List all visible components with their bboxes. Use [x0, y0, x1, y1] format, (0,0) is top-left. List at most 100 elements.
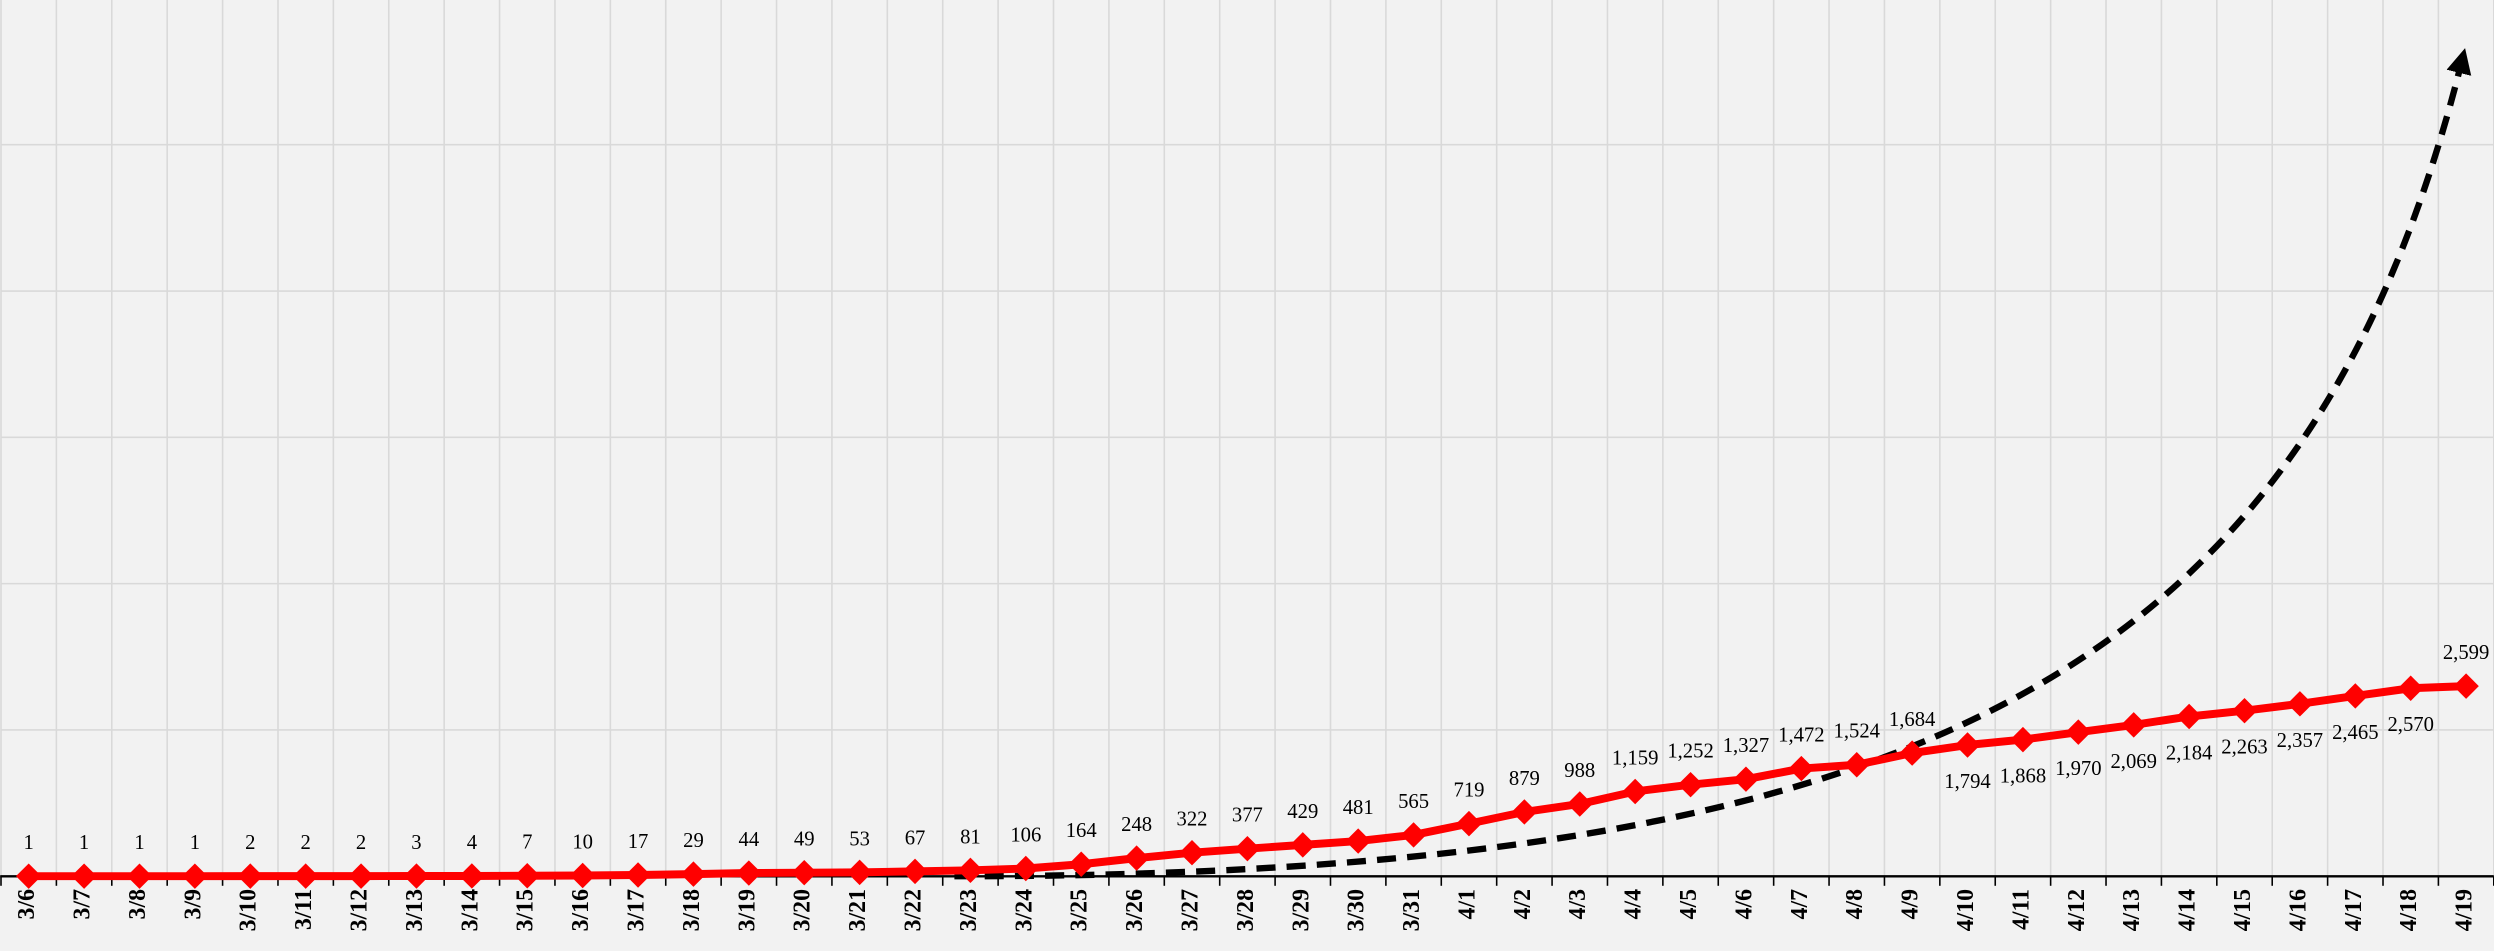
data-point	[1234, 835, 1261, 862]
data-point	[15, 863, 42, 889]
data-point	[1733, 766, 1759, 792]
data-point	[2453, 673, 2479, 699]
data-point	[1179, 839, 1205, 866]
x-tick-label: 3/22	[900, 889, 926, 931]
marks: 1 1 1 1 2 2 2 3 4 7 10 17 29 44 49 53 67 81 106 164 248 322 37…	[14, 642, 2489, 931]
x-tick-label: 4/14	[2175, 889, 2201, 931]
data-label: 719	[1453, 780, 1484, 802]
data-point	[2287, 691, 2313, 717]
data-label: 1	[24, 832, 34, 854]
x-tick-label: 3/17	[624, 889, 650, 931]
data-point	[2397, 675, 2424, 701]
data-point	[625, 862, 651, 888]
x-tick-label: 3/11	[291, 889, 317, 930]
data-label: 565	[1398, 791, 1429, 813]
data-point	[1622, 778, 1648, 805]
data-point	[1677, 771, 1704, 798]
data-label: 1,970	[2055, 758, 2101, 780]
data-point	[459, 863, 485, 889]
data-label: 1,472	[1778, 725, 1824, 747]
x-tick-label: 4/17	[2341, 889, 2367, 931]
x-tick-label: 3/9	[180, 889, 206, 920]
x-tick-label: 4/15	[2230, 889, 2256, 931]
data-label: 2,357	[2277, 730, 2323, 752]
data-label: 49	[794, 829, 815, 851]
data-label: 1,159	[1612, 747, 1658, 769]
data-point	[2231, 697, 2258, 724]
data-label: 44	[739, 829, 760, 851]
data-label: 1	[134, 832, 144, 854]
x-tick-label: 4/5	[1676, 889, 1702, 920]
data-label: 2,184	[2166, 742, 2212, 764]
x-tick-label: 4/19	[2452, 889, 2478, 931]
data-label: 2	[356, 832, 366, 854]
x-tick-label: 3/14	[457, 889, 483, 931]
data-label: 1	[79, 832, 89, 854]
x-tick-label: 4/13	[2119, 889, 2145, 931]
data-label: 53	[849, 828, 870, 850]
data-label: 164	[1066, 820, 1097, 842]
data-point	[680, 861, 707, 887]
x-tick-label: 3/18	[679, 889, 705, 931]
x-tick-label: 3/31	[1399, 889, 1425, 931]
x-tick-label: 3/30	[1344, 889, 1370, 931]
x-tick-label: 3/26	[1122, 889, 1148, 931]
data-point	[2176, 703, 2202, 730]
data-label: 322	[1177, 809, 1208, 831]
x-tick-label: 4/3	[1565, 889, 1591, 920]
data-point	[348, 863, 374, 889]
data-point	[1068, 851, 1094, 877]
data-point	[403, 863, 430, 889]
data-point	[957, 857, 984, 884]
x-tick-label: 4/9	[1898, 889, 1924, 920]
data-point	[1456, 810, 1482, 837]
data-point	[237, 863, 264, 889]
data-label: 2,570	[2387, 714, 2433, 736]
x-tick-label: 4/10	[1953, 889, 1979, 931]
data-label: 106	[1010, 824, 1041, 846]
data-point	[569, 862, 596, 889]
data-point	[1013, 855, 1039, 882]
data-label: 1,684	[1889, 709, 1935, 731]
data-point	[1844, 752, 1870, 778]
data-label: 2,599	[2443, 642, 2489, 664]
data-label: 1,252	[1667, 741, 1713, 763]
x-tick-label: 3/12	[347, 889, 373, 931]
x-tick-label: 4/16	[2285, 889, 2311, 931]
data-point	[71, 863, 97, 889]
grid	[0, 0, 2494, 886]
x-tick-label: 3/29	[1288, 889, 1314, 931]
data-point	[1400, 822, 1427, 848]
x-tick-label: 4/4	[1621, 889, 1647, 920]
x-tick-label: 4/2	[1510, 889, 1536, 919]
x-tick-label: 4/12	[2064, 889, 2090, 931]
data-point	[182, 863, 208, 889]
data-point	[1123, 845, 1150, 871]
data-label: 29	[683, 830, 704, 852]
data-point	[2010, 726, 2036, 753]
data-label: 377	[1232, 805, 1263, 827]
x-tick-label: 3/15	[513, 889, 539, 931]
data-label: 67	[905, 827, 926, 849]
data-label: 2,465	[2332, 722, 2378, 744]
x-tick-label: 4/18	[2396, 889, 2422, 931]
x-tick-label: 4/1	[1454, 889, 1480, 919]
data-label: 879	[1509, 768, 1540, 790]
data-label: 7	[522, 832, 532, 854]
data-point	[902, 858, 928, 885]
data-label: 10	[572, 831, 593, 853]
x-tick-label: 4/8	[1842, 889, 1868, 920]
x-tick-label: 3/25	[1067, 889, 1093, 931]
trend-line	[954, 48, 2472, 880]
data-point	[514, 863, 540, 889]
data-point	[736, 860, 762, 886]
x-tick-label: 4/7	[1787, 889, 1813, 920]
data-label: 2,069	[2110, 751, 2156, 773]
data-point	[2121, 712, 2147, 738]
x-tick-label: 3/23	[956, 889, 982, 931]
data-point	[846, 859, 873, 886]
data-label: 4	[467, 832, 477, 854]
